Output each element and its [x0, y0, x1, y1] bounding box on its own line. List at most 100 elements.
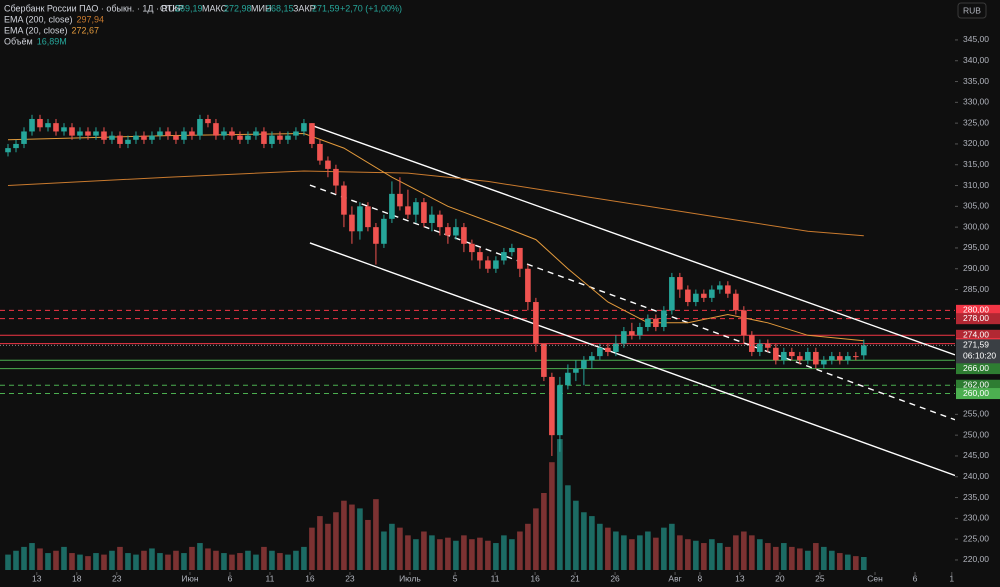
volume-bar — [93, 553, 99, 570]
volume-bar — [125, 553, 131, 570]
volume-bar — [301, 546, 307, 570]
volume-bar — [69, 553, 75, 570]
candle-body — [493, 260, 499, 269]
volume-bar — [149, 548, 155, 570]
candle-body — [125, 139, 131, 144]
candle-body — [589, 356, 595, 361]
candle-body — [421, 202, 427, 223]
y-tick-label: 240,00 — [963, 471, 989, 481]
volume-bar — [221, 553, 227, 570]
volume-bar — [109, 550, 115, 570]
candle-body — [821, 360, 827, 365]
volume-bar — [253, 554, 259, 570]
candle-body — [253, 131, 259, 136]
legend-value: 16,89M — [37, 36, 67, 46]
candle-body — [21, 131, 27, 144]
candle-body — [229, 131, 235, 136]
level-label: 278,00 — [963, 313, 989, 323]
volume-bar — [645, 531, 651, 570]
candle-body — [13, 143, 19, 149]
currency-box[interactable] — [957, 2, 987, 19]
volume-bar — [13, 550, 19, 570]
level-label-box — [956, 313, 1000, 325]
candle-body — [709, 289, 715, 298]
candle-body — [85, 131, 91, 136]
candle-body — [269, 135, 275, 144]
volume-bar — [581, 512, 587, 570]
volume-bar — [749, 535, 755, 570]
volume-bar — [525, 523, 531, 570]
candle-body — [45, 123, 51, 128]
candle-body — [157, 131, 163, 136]
candle-body — [485, 260, 491, 269]
legend-value: 272,67 — [72, 25, 100, 35]
volume-bar — [269, 550, 275, 570]
candle-body — [37, 118, 43, 128]
volume-bar — [341, 500, 347, 570]
ema-line — [7, 170, 864, 237]
volume-bar — [605, 527, 611, 570]
candle-body — [373, 227, 379, 244]
trendline — [309, 242, 955, 477]
candle-body — [197, 118, 203, 136]
candle-body — [629, 331, 635, 336]
candle-body — [221, 131, 227, 136]
volume-bar — [637, 535, 643, 570]
x-tick-label: Июн — [181, 573, 198, 583]
candle-body — [565, 372, 571, 386]
volume-bar — [677, 535, 683, 570]
x-tick-label: 21 — [570, 573, 580, 583]
last-price-box — [956, 339, 1000, 364]
candle-body — [533, 302, 539, 344]
level-label: 260,00 — [963, 388, 989, 398]
candle-body — [805, 351, 811, 361]
volume-bar — [693, 540, 699, 570]
volume-bar — [757, 539, 763, 570]
volume-bar — [717, 543, 723, 570]
candle-body — [773, 347, 779, 361]
trendline — [309, 184, 955, 421]
candle-body — [621, 331, 627, 344]
volume-bar — [437, 539, 443, 570]
volume-bar — [469, 539, 475, 570]
candle-body — [597, 347, 603, 357]
candle-body — [341, 185, 347, 215]
volume-bar — [245, 550, 251, 570]
candle-body — [741, 310, 747, 336]
low-label: МИН — [251, 3, 271, 13]
high-value: 272,98 — [224, 3, 252, 13]
candle-body — [285, 135, 291, 140]
y-tick-label: 320,00 — [963, 138, 989, 148]
candle-body — [853, 356, 859, 358]
plot-area — [0, 114, 955, 570]
y-tick-label: 310,00 — [963, 180, 989, 190]
volume-bar — [277, 553, 283, 570]
volume-bar — [357, 508, 363, 570]
volume-bar — [61, 546, 67, 570]
volume-bar — [589, 516, 595, 570]
x-tick-label: 5 — [453, 573, 458, 583]
candle-body — [445, 227, 451, 236]
volume-bar — [381, 531, 387, 570]
candle-body — [325, 160, 331, 169]
volume-bar — [189, 546, 195, 570]
x-tick-label: Авг — [668, 573, 681, 583]
candle-body — [349, 214, 355, 232]
volume-bar — [181, 553, 187, 570]
currency[interactable]: RUB — [963, 5, 981, 15]
candle-body — [453, 227, 459, 236]
volume-bar — [701, 543, 707, 570]
volume-bar — [813, 543, 819, 570]
candle-body — [637, 326, 643, 336]
level-label-box — [956, 329, 1000, 341]
volume-bar — [573, 500, 579, 570]
candle-body — [173, 135, 179, 140]
candle-body — [181, 131, 187, 140]
level-label: 280,00 — [963, 305, 989, 315]
candle-body — [517, 247, 523, 269]
legend-value: 297,94 — [77, 14, 105, 24]
candle-body — [149, 135, 155, 140]
y-tick-label: 305,00 — [963, 201, 989, 211]
volume-bar — [821, 546, 827, 570]
candle-body — [605, 347, 611, 352]
